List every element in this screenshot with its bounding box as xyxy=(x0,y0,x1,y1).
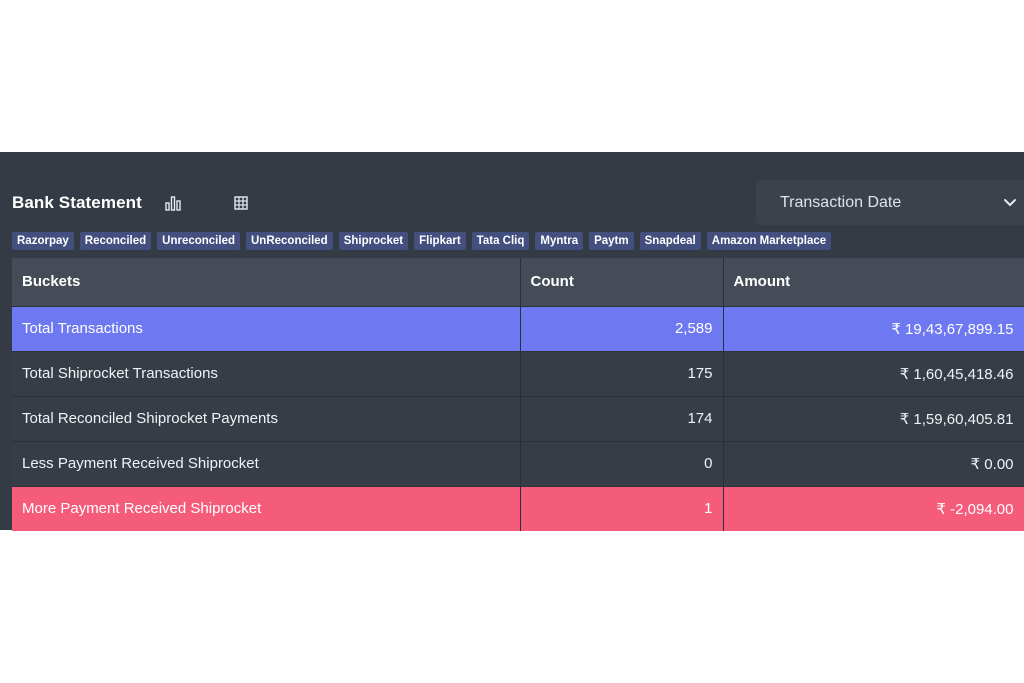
column-header-count[interactable]: Count xyxy=(520,258,724,306)
chevron-down-icon xyxy=(1002,194,1018,210)
table-row[interactable]: More Payment Received Shiprocket 1 ₹ -2,… xyxy=(12,485,1024,531)
buckets-table: Buckets Count Amount Total Transactions … xyxy=(12,258,1024,531)
tag-unreconciled[interactable]: Unreconciled xyxy=(157,232,240,250)
amount-cell: ₹ 19,43,67,899.15 xyxy=(723,305,1024,351)
column-header-buckets[interactable]: Buckets xyxy=(12,258,521,306)
bucket-cell: Total Transactions xyxy=(12,305,521,351)
count-cell: 1 xyxy=(520,485,724,531)
panel-header: Bank Statement xyxy=(12,190,250,216)
tag-paytm[interactable]: Paytm xyxy=(589,232,634,250)
bucket-cell: Total Shiprocket Transactions xyxy=(12,350,521,396)
table-row[interactable]: Total Shiprocket Transactions 175 ₹ 1,60… xyxy=(12,350,1024,396)
column-header-amount[interactable]: Amount xyxy=(723,258,1024,306)
tag-snapdeal[interactable]: Snapdeal xyxy=(639,232,701,250)
table-header-row: Buckets Count Amount xyxy=(12,258,1024,306)
bar-chart-icon[interactable] xyxy=(164,194,182,212)
count-cell: 2,589 xyxy=(520,305,724,351)
table-row[interactable]: Total Transactions 2,589 ₹ 19,43,67,899.… xyxy=(12,305,1024,351)
transaction-date-select[interactable]: Transaction Date xyxy=(756,180,1024,225)
amount-cell: ₹ -2,094.00 xyxy=(723,485,1024,531)
count-cell: 0 xyxy=(520,440,724,486)
bucket-cell: Less Payment Received Shiprocket xyxy=(12,440,521,486)
count-cell: 175 xyxy=(520,350,724,396)
bucket-cell: More Payment Received Shiprocket xyxy=(12,485,521,531)
tag-unreconciled-alt[interactable]: UnReconciled xyxy=(246,232,333,250)
table-row[interactable]: Total Reconciled Shiprocket Payments 174… xyxy=(12,395,1024,441)
select-value: Transaction Date xyxy=(780,193,902,211)
panel-title: Bank Statement xyxy=(12,193,142,212)
tag-reconciled[interactable]: Reconciled xyxy=(79,232,152,250)
table-grid-icon[interactable] xyxy=(232,194,250,212)
amount-cell: ₹ 1,60,45,418.46 xyxy=(723,350,1024,396)
bucket-cell: Total Reconciled Shiprocket Payments xyxy=(12,395,521,441)
tag-razorpay[interactable]: Razorpay xyxy=(12,232,74,250)
amount-cell: ₹ 0.00 xyxy=(723,440,1024,486)
tag-tata-cliq[interactable]: Tata Cliq xyxy=(471,232,530,250)
tag-myntra[interactable]: Myntra xyxy=(535,232,584,250)
tag-shiprocket[interactable]: Shiprocket xyxy=(338,232,409,250)
table-row[interactable]: Less Payment Received Shiprocket 0 ₹ 0.0… xyxy=(12,440,1024,486)
filter-tags: Razorpay Reconciled Unreconciled UnRecon… xyxy=(12,231,837,251)
amount-cell: ₹ 1,59,60,405.81 xyxy=(723,395,1024,441)
count-cell: 174 xyxy=(520,395,724,441)
tag-amazon-marketplace[interactable]: Amazon Marketplace xyxy=(706,232,832,250)
tag-flipkart[interactable]: Flipkart xyxy=(414,232,466,250)
